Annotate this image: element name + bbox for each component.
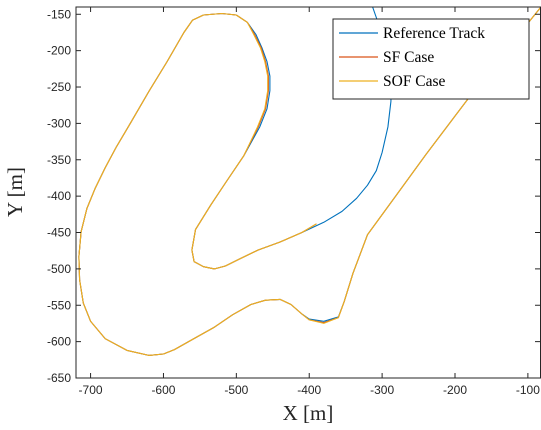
y-tick-label: -300 [47,116,71,130]
y-tick-label: -450 [47,226,71,240]
y-tick-label: -150 [47,7,71,21]
y-axis-label: Y [m] [3,167,27,217]
ticks: -700 -600 -500 -400 -300 -200 -100 -150 -200 -250… [47,7,540,397]
y-tick-label: -350 [47,153,71,167]
y-tick-label: -600 [47,335,71,349]
x-tick-label: -200 [443,383,467,397]
x-tick-label: -300 [370,383,394,397]
x-tick-label: -400 [297,383,321,397]
plot-area [78,7,541,356]
y-tick-label: -650 [47,371,71,385]
legend-label: SF Case [383,49,434,66]
y-tick-label: -400 [47,189,71,203]
x-tick-label: -100 [516,383,540,397]
y-tick-label: -250 [47,80,71,94]
y-tick-label: -500 [47,262,71,276]
x-tick-label: -700 [79,383,103,397]
x-tick-label: -600 [151,383,175,397]
y-tick-label: -550 [47,298,71,312]
y-tick-label: -200 [47,44,71,58]
series-line-sof [78,7,541,356]
x-axis-label: X [m] [283,401,334,425]
legend-label: SOF Case [383,73,446,90]
legend-box [332,18,530,100]
legend-label: Reference Track [383,25,485,42]
legend: Reference Track SF Case SOF Case [332,18,530,100]
x-tick-label: -500 [224,383,248,397]
series-layer [78,7,541,356]
